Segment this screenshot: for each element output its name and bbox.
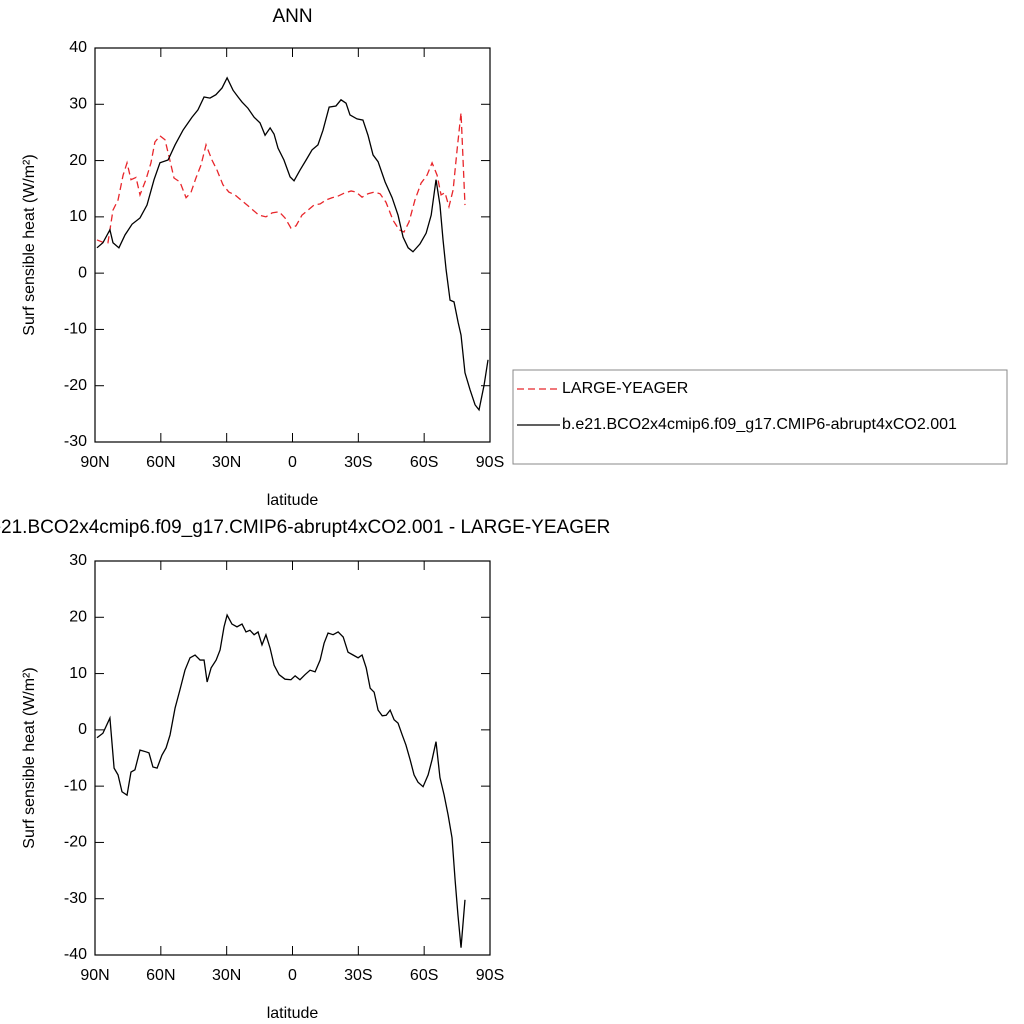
legend: LARGE-YEAGER b.e21.BCO2x4cmip6.f09_g17.CM… [512,369,1008,465]
y-tick-label: -30 [64,433,87,450]
y-tick-label: -20 [64,834,87,851]
legend-box [512,369,1008,465]
y-tick-label: 10 [69,208,87,225]
x-tick-label: 30S [344,967,372,984]
series-line [96,76,489,412]
x-tick-label: 0 [288,967,297,984]
x-tick-label: 90N [80,967,109,984]
y-tick-label: -10 [64,777,87,794]
y-axis-label: Surf sensible heat (W/m²) [21,154,38,335]
y-tick-label: 30 [69,552,87,569]
series-line [96,613,466,948]
x-tick-label: 60S [410,967,438,984]
y-tick-label: 40 [69,39,87,56]
chart-title: ANN [272,6,312,27]
plot-frame [94,560,491,956]
y-tick-label: 30 [69,96,87,113]
chart-title: b.e21.BCO2x4cmip6.f09_g17.CMIP6-abrupt4x… [0,517,610,538]
y-tick-label: -10 [64,321,87,338]
x-tick-label: 0 [288,454,297,471]
y-tick-label: -20 [64,377,87,394]
x-tick-label: 30S [344,454,372,471]
y-tick-label: 20 [69,152,87,169]
x-tick-label: 30N [212,454,241,471]
x-tick-label: 90S [476,967,504,984]
x-tick-label: 90N [80,454,109,471]
x-axis-label: latitude [267,1005,319,1022]
plot-frame [94,47,491,443]
y-tick-label: 20 [69,609,87,626]
y-axis-label: Surf sensible heat (W/m²) [21,667,38,848]
y-tick-label: 0 [78,721,87,738]
y-tick-label: 10 [69,665,87,682]
x-tick-label: 90S [476,454,504,471]
y-tick-label: 0 [78,264,87,281]
y-tick-label: -30 [64,890,87,907]
legend-label: LARGE-YEAGER [562,380,688,397]
legend-label: b.e21.BCO2x4cmip6.f09_g17.CMIP6-abrupt4x… [562,416,957,433]
series-line [96,112,466,244]
y-tick-label: -40 [64,946,87,963]
x-axis-label: latitude [267,492,319,509]
x-tick-label: 60N [146,454,175,471]
x-tick-label: 30N [212,967,241,984]
x-tick-label: 60S [410,454,438,471]
x-tick-label: 60N [146,967,175,984]
